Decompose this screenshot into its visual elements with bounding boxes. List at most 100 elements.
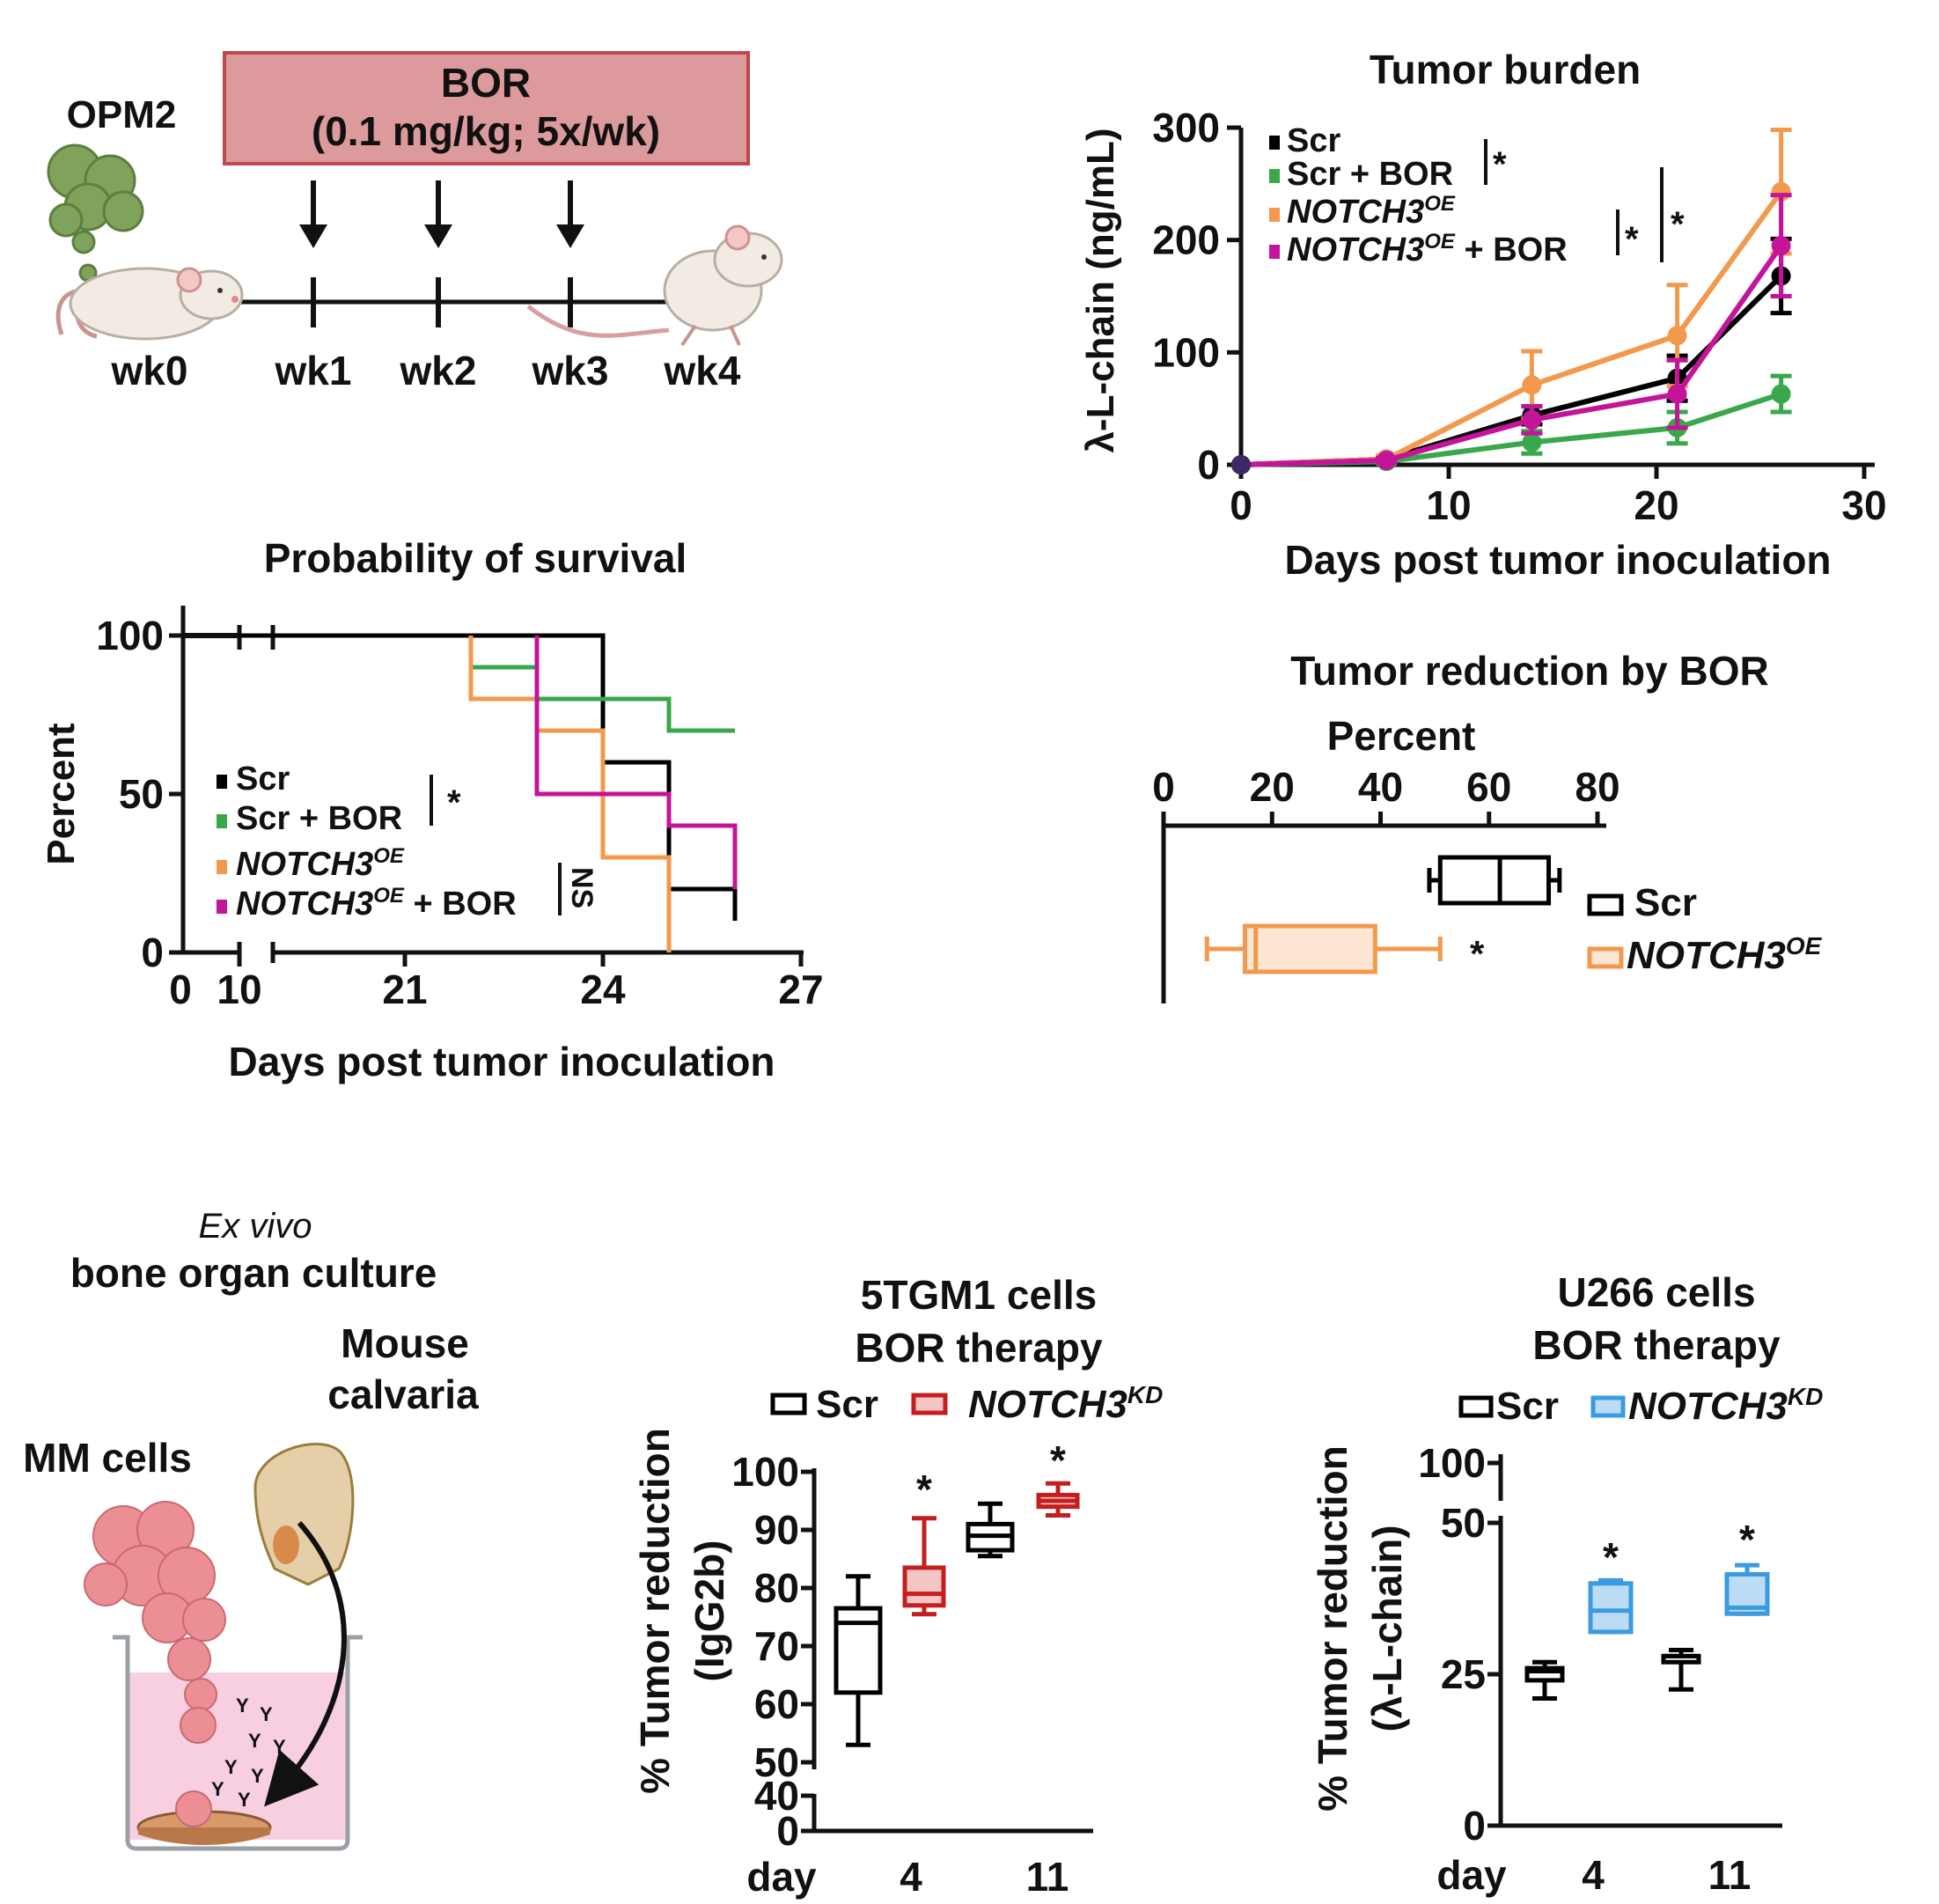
axes [1498, 1454, 1782, 1828]
legend-label-notch3oe: NOTCH3OE [1627, 932, 1823, 977]
x-ticks: 4 11 [900, 1854, 1069, 1900]
box-iqr [902, 1565, 946, 1608]
x-tick-label: 60 [1466, 764, 1511, 810]
box-iqr [1437, 855, 1552, 906]
series-group [1231, 128, 1792, 474]
box-0 [1427, 855, 1562, 906]
box-iqr [1242, 923, 1377, 974]
legend-swatch-notch3oe [217, 860, 227, 874]
significance-markers: * NS [430, 775, 599, 915]
legend-swatch-scr-bor [1269, 169, 1280, 183]
x-ticks: 0 20 40 60 80 [1152, 764, 1620, 826]
y-tick-label: 0 [776, 1808, 799, 1854]
y-axis-label-line1: % Tumor reduction [632, 1428, 678, 1794]
boxes: ** [1524, 1517, 1770, 1702]
x-tick-label: 40 [1358, 764, 1403, 810]
significance-star: * [1671, 205, 1685, 244]
legend-label-scr-bor: Scr + BOR [236, 800, 402, 837]
legend-label-notch3kd: NOTCH3KD [968, 1381, 1163, 1426]
significance-star: * [916, 1467, 932, 1512]
y-tick-label: 25 [1441, 1651, 1486, 1697]
week-label-2: wk2 [400, 348, 477, 393]
x-tick-label: 27 [778, 967, 823, 1012]
legend-label-scr: Scr [816, 1383, 878, 1426]
x-tick-label: 4 [900, 1854, 922, 1900]
dose-arrow-3 [556, 180, 584, 248]
y-tick-label: 300 [1152, 105, 1220, 151]
schematic-panel: BOR (0.1 mg/kg; 5x/wk) OPM2 wk0 wk1 wk2 … [47, 51, 783, 393]
y-tick-label: 100 [1152, 329, 1220, 375]
week-label-4: wk4 [664, 348, 741, 393]
legend: Scr NOTCH3OE [1587, 881, 1823, 977]
timeline: wk0 wk1 wk2 wk3 wk4 [111, 180, 741, 393]
y-tick-label: 90 [754, 1507, 799, 1553]
series-0 [1231, 236, 1792, 474]
data-point [1771, 236, 1791, 256]
tumor-cells-icon [47, 143, 144, 312]
significance-markers: * * * [1484, 139, 1685, 262]
x-axis-prefix: day [1436, 1852, 1507, 1898]
cell-line-label: OPM2 [67, 93, 177, 136]
legend-swatch-notch3oe-bor [1269, 245, 1280, 259]
legend-swatch-scr [1587, 893, 1624, 916]
significance-ns: NS [565, 867, 599, 908]
antibody-glyph: Y [236, 1694, 249, 1717]
x-tick-label: 11 [1026, 1854, 1069, 1900]
x-tick-label: 21 [382, 967, 427, 1012]
box-11-Scr [1661, 1647, 1701, 1692]
x-tick-label: 30 [1841, 482, 1886, 528]
box-11-NOTCH3KD [1724, 1562, 1770, 1616]
x-ticks: 0 10 21 24 27 [169, 952, 824, 1012]
exvivo-schematic: Ex vivo bone organ culture Mouse calvari… [23, 1207, 479, 1851]
y-tick-label: 70 [754, 1623, 799, 1669]
y-tick-label: 40 [754, 1773, 799, 1819]
y-ticks: 0 100 200 300 [1152, 105, 1241, 488]
legend-swatch-notch3oe [1269, 208, 1280, 222]
week-label-3: wk3 [532, 348, 609, 393]
legend-swatch-scr [770, 1393, 807, 1415]
week-label-1: wk1 [275, 348, 352, 393]
y-axis-label-line1: % Tumor reduction [1310, 1445, 1355, 1812]
mouse-icon [55, 267, 244, 341]
mouse-icon-2 [526, 224, 783, 347]
survival-curve [534, 636, 738, 889]
legend: Scr NOTCH3KD [770, 1381, 1163, 1426]
week-label-0: wk0 [111, 348, 188, 393]
antibody-glyph: Y [238, 1789, 251, 1811]
survival-curve [468, 636, 672, 952]
x-tick-label: 11 [1708, 1852, 1752, 1898]
chart-title-line1: 5TGM1 cells [861, 1272, 1097, 1318]
x-tick-label: 24 [580, 967, 626, 1012]
significance-star: * [1470, 933, 1485, 974]
calvaria-label-1: Mouse [341, 1320, 469, 1366]
antibody-glyph: Y [248, 1730, 261, 1752]
legend-label-notch3oe: NOTCH3OE [1287, 192, 1456, 231]
y-tick-label: 200 [1152, 217, 1220, 263]
legend-label-scr: Scr [236, 761, 290, 798]
u266-chart: U266 cells BOR therapy Scr NOTCH3KD % Tu… [1310, 1269, 1823, 1898]
chart-title-line2: BOR therapy [855, 1325, 1103, 1371]
significance-star: * [447, 783, 461, 822]
series-3 [1231, 193, 1792, 474]
legend-label-scr: Scr [1634, 881, 1697, 924]
box-4-Scr [834, 1574, 883, 1747]
y-ticks: 50 60 70 80 90 100 400 [731, 1449, 814, 1854]
treatment-label: BOR [441, 60, 531, 106]
y-tick-label: 100 [96, 613, 164, 658]
y-ticks: 0 50 100 [96, 613, 183, 975]
transfer-arrow [264, 1521, 347, 1807]
legend-swatch-notch3kd [911, 1393, 948, 1415]
box-11-Scr [966, 1501, 1015, 1559]
legend-swatch-scr [1458, 1395, 1494, 1418]
culture-well-icon [113, 1635, 363, 1851]
legend-label-notch3oe-bor: NOTCH3OE + BOR [236, 884, 517, 923]
legend-swatch-scr [1269, 136, 1280, 150]
antibody-glyph: Y [273, 1736, 286, 1758]
treatment-dose: (0.1 mg/kg; 5x/wk) [312, 108, 660, 154]
box-4-NOTCH3KD [902, 1516, 946, 1617]
box-iqr [1588, 1581, 1634, 1635]
y-tick-label: 50 [754, 1739, 799, 1785]
x-tick-label: 20 [1634, 482, 1678, 528]
